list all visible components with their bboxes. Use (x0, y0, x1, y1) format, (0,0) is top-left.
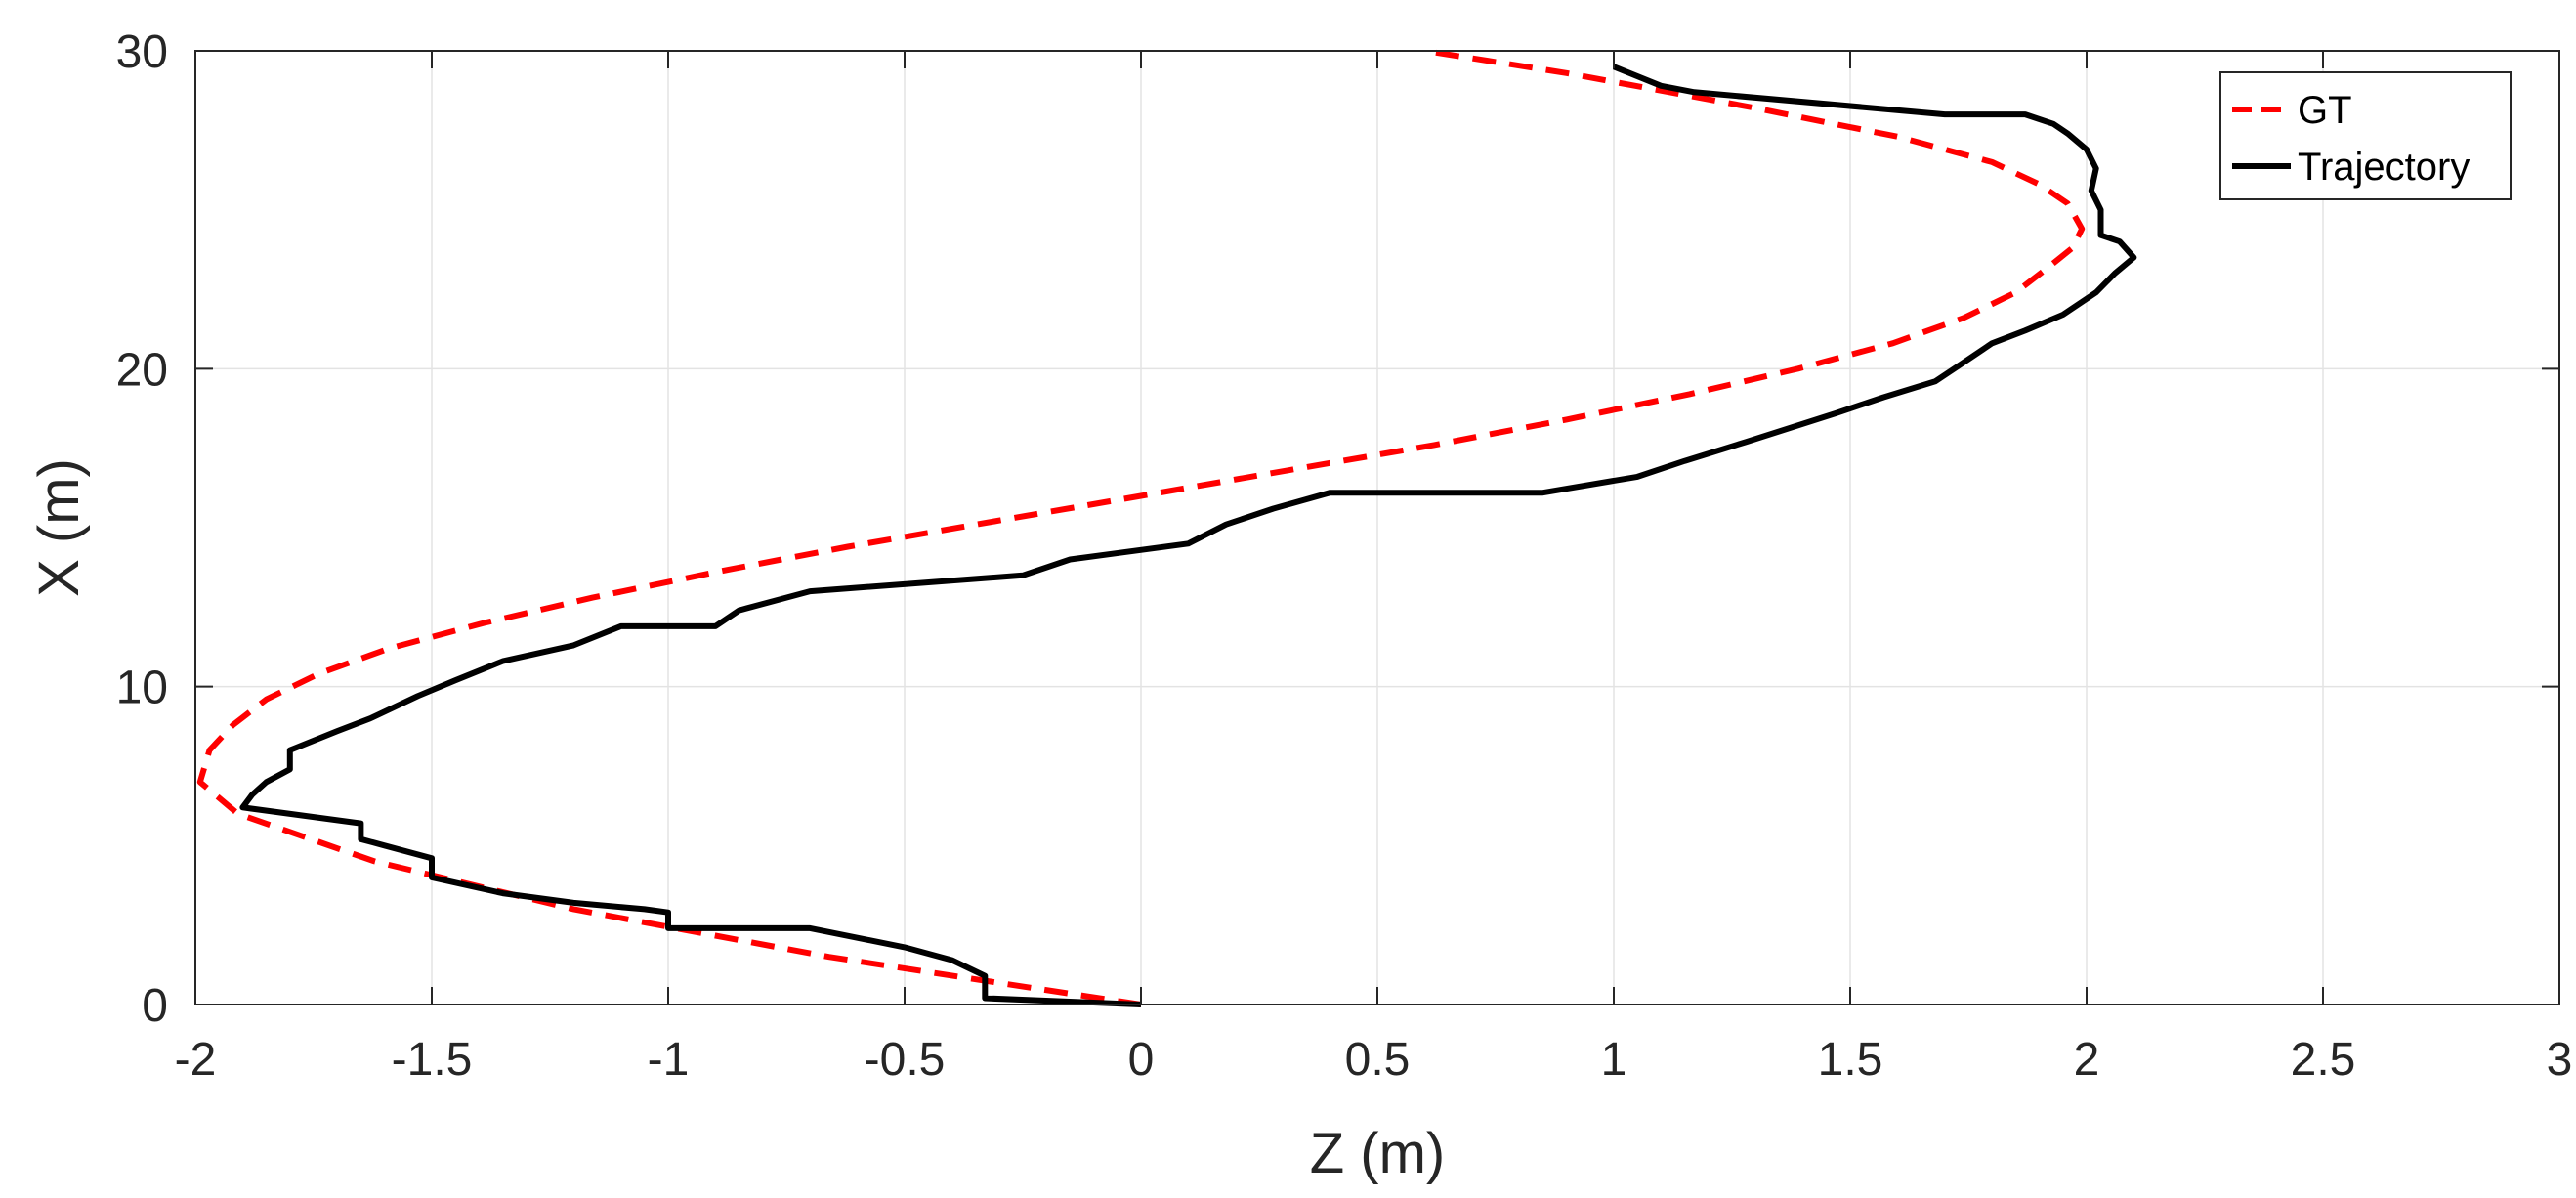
y-ticks: 0 10 20 30 (116, 26, 2559, 1032)
x-tick-label: 0 (1128, 1034, 1155, 1086)
x-tick-label: 1.5 (1818, 1034, 1883, 1086)
legend-gt-label: GT (2298, 89, 2352, 132)
legend-trajectory-label: Trajectory (2298, 146, 2470, 189)
x-tick-label: 0.5 (1345, 1034, 1411, 1086)
legend: GT Trajectory (2219, 71, 2512, 200)
series-layer (196, 48, 2137, 1007)
x-tick-label: 3 (2547, 1034, 2573, 1086)
x-tick-label: -2 (175, 1034, 217, 1086)
x-tick-label: -1.5 (392, 1034, 473, 1086)
x-tick-label: 2 (2074, 1034, 2100, 1086)
grid-layer (194, 50, 2560, 1005)
y-tick-label: 30 (116, 26, 168, 78)
x-ticks: -2 -1.5 -1 -0.5 0 0.5 1 1.5 2 2.5 3 (175, 51, 2573, 1086)
series-line-trajectory (239, 64, 2137, 1007)
series-line-gt (196, 48, 2086, 1007)
y-tick-label: 10 (116, 663, 168, 714)
y-axis-label: X (m) (27, 458, 91, 597)
x-tick-label: -1 (648, 1034, 690, 1086)
y-tick-label: 0 (142, 980, 168, 1032)
x-axis-label: Z (m) (1310, 1122, 1446, 1185)
x-tick-label: -0.5 (865, 1034, 946, 1086)
y-tick-label: 20 (116, 344, 168, 396)
x-tick-label: 2.5 (2291, 1034, 2356, 1086)
x-tick-label: 1 (1601, 1034, 1627, 1086)
legend-box (2219, 71, 2512, 200)
